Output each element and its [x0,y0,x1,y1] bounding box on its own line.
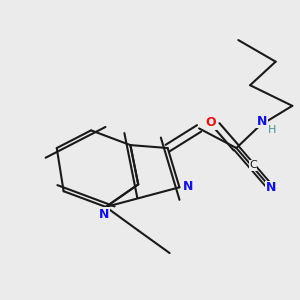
Text: H: H [268,125,276,135]
Text: O: O [206,116,216,129]
Text: N: N [99,208,110,221]
Text: C: C [249,160,257,170]
Text: N: N [183,180,194,193]
Text: N: N [257,115,268,128]
Text: N: N [266,182,276,194]
